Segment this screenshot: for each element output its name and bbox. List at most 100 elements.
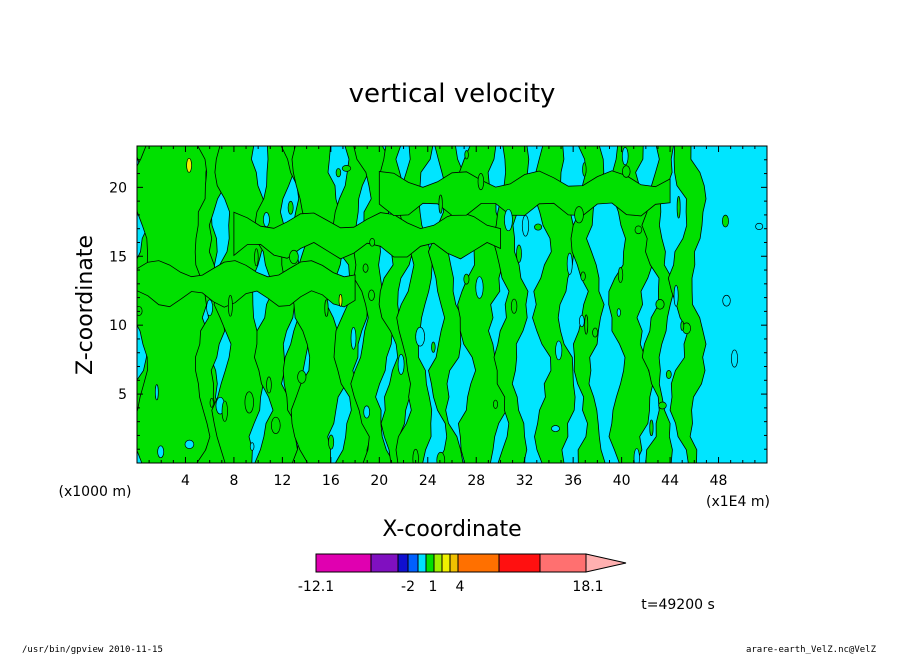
footer-right: arare-earth_VelZ.nc@VelZ <box>746 645 877 654</box>
colorbar-segment <box>315 553 372 573</box>
small-cell <box>592 327 598 338</box>
colorbar-segment <box>425 553 435 573</box>
small-cell <box>722 294 731 307</box>
positive-swath <box>233 211 501 260</box>
positive-field <box>137 146 707 463</box>
positive-band <box>332 146 372 463</box>
small-cell <box>362 263 369 273</box>
x-tick-label: 8 <box>229 473 238 489</box>
colorbar-segment <box>539 553 587 573</box>
small-cell <box>658 401 667 410</box>
small-cell <box>755 222 764 231</box>
small-cell <box>324 299 329 317</box>
colorbar-segment <box>417 553 427 573</box>
x-tick-label: 48 <box>710 473 728 489</box>
colorbar <box>315 553 627 573</box>
small-cell <box>551 425 560 432</box>
chart-title: vertical velocity <box>349 79 556 109</box>
small-cell <box>350 326 357 350</box>
x-unit-label: (x1000 m) <box>59 484 132 500</box>
small-cell <box>680 320 685 331</box>
small-cell <box>621 147 629 166</box>
small-cell <box>297 370 307 384</box>
small-cell <box>363 405 371 419</box>
small-cell <box>649 419 654 437</box>
small-cell <box>263 212 270 228</box>
small-cell <box>730 349 739 368</box>
colorbar-segment <box>441 553 451 573</box>
colorbar-segment <box>407 553 419 573</box>
small-cell <box>616 308 621 317</box>
positive-band <box>427 146 464 463</box>
small-cell <box>617 266 624 283</box>
small-cell <box>209 397 214 408</box>
small-cell <box>368 289 375 301</box>
small-cell <box>510 298 518 314</box>
small-cell <box>270 416 281 434</box>
colorbar-label-4: 4 <box>456 579 465 595</box>
positive-band <box>570 146 606 463</box>
small-cell <box>493 399 498 409</box>
small-cell <box>328 434 335 450</box>
small-cell <box>580 271 586 282</box>
x-tick-label: 44 <box>661 473 679 489</box>
y-tick-label: 10 <box>109 318 127 334</box>
small-cell <box>464 150 469 160</box>
small-cell <box>655 299 665 310</box>
small-cell <box>463 273 470 285</box>
small-cell <box>665 369 672 380</box>
colorbar-label-neg2: -2 <box>401 579 415 595</box>
small-cell <box>415 326 425 347</box>
x-tick-label: 28 <box>467 473 485 489</box>
colorbar-arrow <box>585 553 627 573</box>
small-cell <box>574 206 584 224</box>
small-cell <box>227 294 233 317</box>
x-tick-label: 32 <box>516 473 534 489</box>
small-cell <box>249 442 255 451</box>
positive-band <box>667 146 707 463</box>
small-cell <box>521 215 530 237</box>
small-cell <box>184 439 195 450</box>
colorbar-segment <box>397 553 409 573</box>
small-cell <box>633 448 640 463</box>
small-cell <box>721 214 729 228</box>
small-cell <box>369 238 376 247</box>
colorbar-label-1: 1 <box>429 579 438 595</box>
time-label: t=49200 s <box>641 597 715 613</box>
x-tick-label: 40 <box>613 473 631 489</box>
small-cell <box>341 165 352 172</box>
positive-band <box>491 146 530 463</box>
small-cell <box>621 165 631 178</box>
small-cell <box>157 445 165 459</box>
small-cell <box>254 248 259 267</box>
colorbar-segment <box>457 553 500 573</box>
small-cell <box>335 168 342 178</box>
y-axis-label: Z-coordinate <box>73 235 98 375</box>
positive-band <box>532 146 576 463</box>
colorbar-segment <box>449 553 459 573</box>
x-axis: 4 8 12 16 20 24 28 32 36 40 44 48 <box>148 146 756 489</box>
small-cell <box>154 384 159 401</box>
small-cell <box>504 208 513 232</box>
colorbar-segment <box>433 553 443 573</box>
x-tick-label: 20 <box>370 473 388 489</box>
small-cell <box>534 223 543 231</box>
small-cell <box>397 353 405 375</box>
x-axis-label: X-coordinate <box>382 517 521 542</box>
small-cell <box>206 299 213 317</box>
positive-band <box>641 146 675 463</box>
small-cell <box>676 196 681 219</box>
plot-area <box>137 146 767 463</box>
small-cell <box>673 284 679 307</box>
colorbar-label-max: 18.1 <box>572 579 603 595</box>
strong-updraft-cell <box>186 157 192 173</box>
small-cell <box>516 244 522 263</box>
small-cell <box>412 448 419 463</box>
small-cell <box>436 451 446 463</box>
small-cell <box>566 252 573 275</box>
strong-updraft-cell <box>338 294 343 307</box>
y-axis: 5 10 15 20 <box>109 159 767 450</box>
small-cell <box>221 400 228 422</box>
small-cell <box>438 194 443 214</box>
